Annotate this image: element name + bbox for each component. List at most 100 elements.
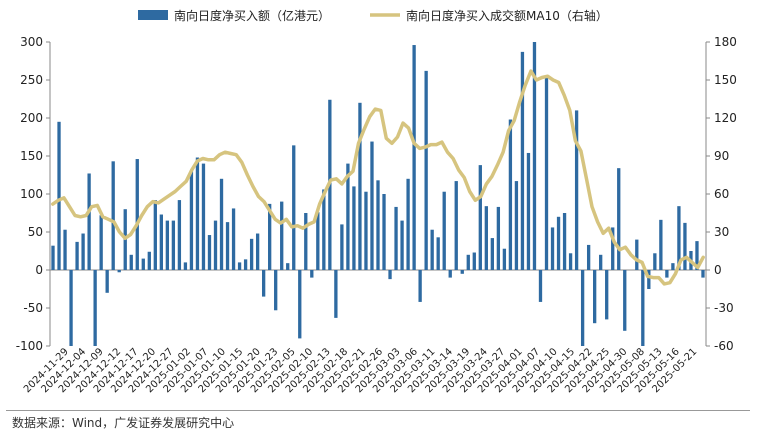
- bar: [550, 227, 555, 270]
- bar: [69, 270, 73, 346]
- left-tick-label: 50: [28, 225, 43, 239]
- bar: [81, 233, 85, 270]
- bar: [57, 121, 61, 270]
- left-tick-label: 300: [20, 35, 43, 49]
- bar: [105, 270, 109, 293]
- bar: [623, 270, 627, 331]
- right-tick-label: -30: [714, 301, 734, 315]
- bar: [454, 181, 458, 270]
- bar: [75, 241, 79, 270]
- bar: [514, 181, 519, 270]
- ma10-line: [51, 69, 705, 286]
- bar: [412, 45, 416, 270]
- bar: [358, 102, 362, 270]
- bar: [665, 270, 669, 278]
- bar: [298, 270, 302, 339]
- bar: [261, 270, 266, 297]
- bar: [562, 213, 567, 270]
- bar: [586, 244, 591, 270]
- bar: [316, 212, 320, 270]
- bar: [304, 213, 308, 270]
- bar: [496, 206, 501, 270]
- bar: [544, 77, 549, 270]
- bar: [63, 229, 67, 270]
- bar: [593, 270, 597, 324]
- bar: [460, 270, 464, 274]
- bar: [659, 219, 663, 270]
- bar: [231, 208, 236, 270]
- bar: [430, 229, 434, 270]
- bar: [647, 270, 651, 289]
- bar: [508, 119, 513, 271]
- left-tick-label: 100: [20, 187, 43, 201]
- left-tick-label: -100: [16, 339, 43, 353]
- bar: [346, 163, 350, 270]
- right-tick-label: -60: [714, 339, 734, 353]
- left-tick-label: -50: [23, 301, 43, 315]
- bar: [87, 173, 91, 270]
- bar: [183, 262, 188, 270]
- bar: [364, 191, 368, 270]
- bar: [189, 171, 194, 270]
- bar: [580, 270, 585, 346]
- bar: [213, 220, 218, 270]
- bar: [225, 222, 230, 270]
- left-tick-label: 150: [20, 149, 43, 163]
- bar: [653, 253, 657, 270]
- bar: [599, 254, 603, 270]
- bar: [370, 141, 374, 270]
- bar: [641, 270, 645, 346]
- bar: [51, 245, 55, 270]
- left-tick-label: 0: [35, 263, 43, 277]
- bar: [556, 216, 561, 270]
- bar: [490, 238, 495, 270]
- bar: [520, 51, 525, 270]
- left-tick-label: 250: [20, 73, 43, 87]
- bar: [147, 251, 151, 270]
- legend-bar-swatch: [138, 10, 168, 20]
- bar: [568, 253, 573, 270]
- bar: [394, 206, 398, 270]
- bar: [292, 145, 296, 270]
- bar: [605, 270, 609, 320]
- bar: [352, 186, 356, 270]
- bar: [171, 220, 176, 270]
- bar: [268, 203, 272, 270]
- right-tick-label: 150: [714, 73, 737, 87]
- bar: [466, 254, 470, 270]
- bar: [249, 238, 254, 270]
- bar: [436, 237, 440, 270]
- bar: [574, 110, 579, 271]
- bar: [683, 222, 687, 270]
- bar: [111, 161, 115, 270]
- bar: [340, 224, 344, 270]
- bar: [117, 270, 121, 273]
- bar: [207, 235, 212, 270]
- bar: [538, 270, 543, 302]
- right-tick-label: 30: [714, 225, 729, 239]
- bar: [286, 263, 290, 270]
- right-tick-label: 180: [714, 35, 737, 49]
- right-tick-label: 120: [714, 111, 737, 125]
- left-tick-label: 200: [20, 111, 43, 125]
- bar: [701, 270, 705, 278]
- bar: [388, 270, 392, 280]
- bar: [635, 239, 639, 270]
- bar: [400, 220, 404, 270]
- bar: [135, 159, 139, 270]
- bar: [274, 270, 278, 311]
- bar: [153, 200, 157, 270]
- bar: [472, 252, 476, 270]
- bar: [448, 270, 452, 278]
- bar: [677, 206, 681, 270]
- bar: [195, 157, 200, 270]
- bar: [376, 180, 380, 270]
- bar: [502, 248, 507, 270]
- bar: [322, 189, 326, 270]
- bar: [382, 194, 386, 270]
- bar: [532, 42, 537, 270]
- bar: [695, 241, 699, 270]
- source-divider: [6, 410, 750, 411]
